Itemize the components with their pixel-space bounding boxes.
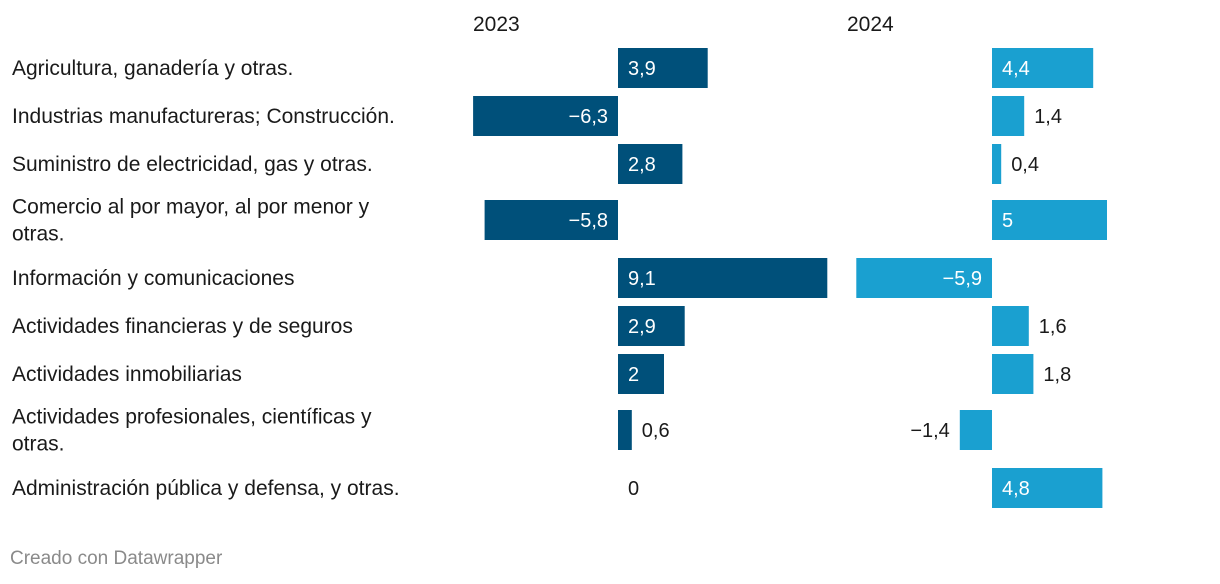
value-label-2023: 9,1 xyxy=(628,268,656,290)
category-label: Información y comunicaciones xyxy=(12,267,294,290)
category-label: otras. xyxy=(12,223,65,246)
bar-2024[interactable] xyxy=(992,48,1094,88)
value-label-2023: 2 xyxy=(628,364,639,386)
bar-2024[interactable] xyxy=(992,306,1029,346)
bar-2023[interactable] xyxy=(484,200,618,240)
bar-2023[interactable] xyxy=(473,96,618,136)
bar-2024[interactable] xyxy=(992,96,1025,136)
column-header-2023: 2023 xyxy=(473,13,520,36)
bar-2023[interactable] xyxy=(618,306,685,346)
category-label: Agricultura, ganadería y otras. xyxy=(12,57,293,80)
category-label: Actividades inmobiliarias xyxy=(12,363,242,386)
value-label-2023: 2,9 xyxy=(628,316,656,338)
value-label-2023: 2,8 xyxy=(628,154,656,176)
value-label-2024: −5,9 xyxy=(943,268,982,290)
value-label-2024: 5 xyxy=(1002,210,1013,232)
value-label-2024: 4,4 xyxy=(1002,58,1030,80)
value-label-2023: −5,8 xyxy=(569,210,608,232)
value-label-2023: 3,9 xyxy=(628,58,656,80)
bar-2023[interactable] xyxy=(618,410,632,450)
bar-2023[interactable] xyxy=(618,354,664,394)
category-label: Actividades profesionales, científicas y xyxy=(12,406,372,429)
bar-2024[interactable] xyxy=(992,200,1107,240)
value-label-2023: 0,6 xyxy=(642,420,670,442)
bar-2024[interactable] xyxy=(992,354,1034,394)
column-header-2024: 2024 xyxy=(847,13,894,36)
category-label: Administración pública y defensa, y otra… xyxy=(12,477,400,500)
bar-2024[interactable] xyxy=(959,410,992,450)
value-label-2024: 1,8 xyxy=(1043,364,1071,386)
value-label-2024: 1,6 xyxy=(1039,316,1067,338)
value-label-2024: 4,8 xyxy=(1002,478,1030,500)
category-label: Comercio al por mayor, al por menor y xyxy=(12,196,370,219)
value-label-2024: 0,4 xyxy=(1011,154,1039,176)
value-label-2023: 0 xyxy=(628,478,639,500)
value-label-2023: −6,3 xyxy=(569,106,608,128)
bar-2023[interactable] xyxy=(618,258,828,298)
bar-2023[interactable] xyxy=(618,48,708,88)
category-label: Suministro de electricidad, gas y otras. xyxy=(12,153,373,176)
bar-2024[interactable] xyxy=(856,258,992,298)
category-label: otras. xyxy=(12,433,65,456)
bar-2024[interactable] xyxy=(992,468,1103,508)
value-label-2024: 1,4 xyxy=(1034,106,1062,128)
bar-2023[interactable] xyxy=(618,144,683,184)
value-label-2024: −1,4 xyxy=(910,420,949,442)
datawrapper-credit[interactable]: Creado con Datawrapper xyxy=(10,548,223,569)
bar-2024[interactable] xyxy=(992,144,1002,184)
category-label: Industrias manufactureras; Construcción. xyxy=(12,105,395,128)
category-label: Actividades financieras y de seguros xyxy=(12,315,353,338)
